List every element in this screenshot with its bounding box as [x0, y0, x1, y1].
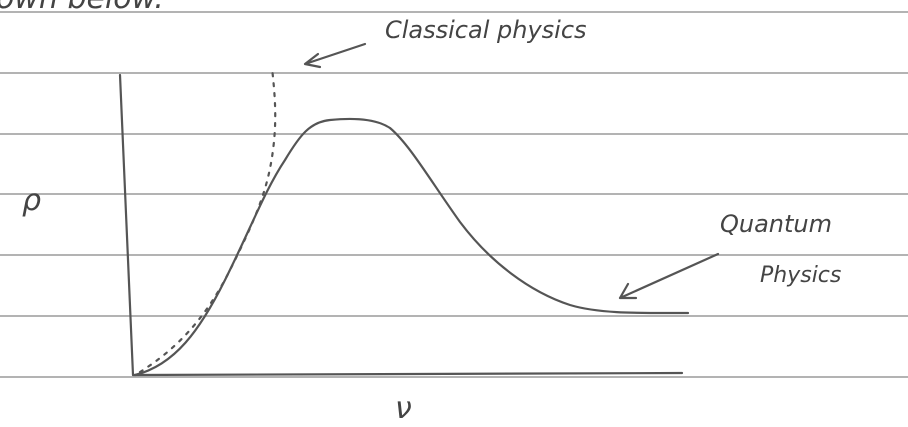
- y-axis: [118, 73, 135, 377]
- quantum-curve: [133, 117, 690, 377]
- classical-label: Classical physics: [385, 16, 587, 44]
- quantum-label: Physics: [760, 263, 841, 288]
- quantum-arrow: [618, 252, 720, 300]
- ruled-lines: [0, 11, 908, 378]
- classical-arrow: [303, 42, 367, 69]
- y-axis-label: ρ: [22, 183, 41, 218]
- x-axis: [131, 371, 684, 377]
- header-fragment: own below.: [0, 0, 164, 16]
- x-axis-label: ν: [395, 391, 412, 426]
- quantum-label: Quantum: [720, 210, 832, 238]
- classical-curve: [138, 66, 277, 374]
